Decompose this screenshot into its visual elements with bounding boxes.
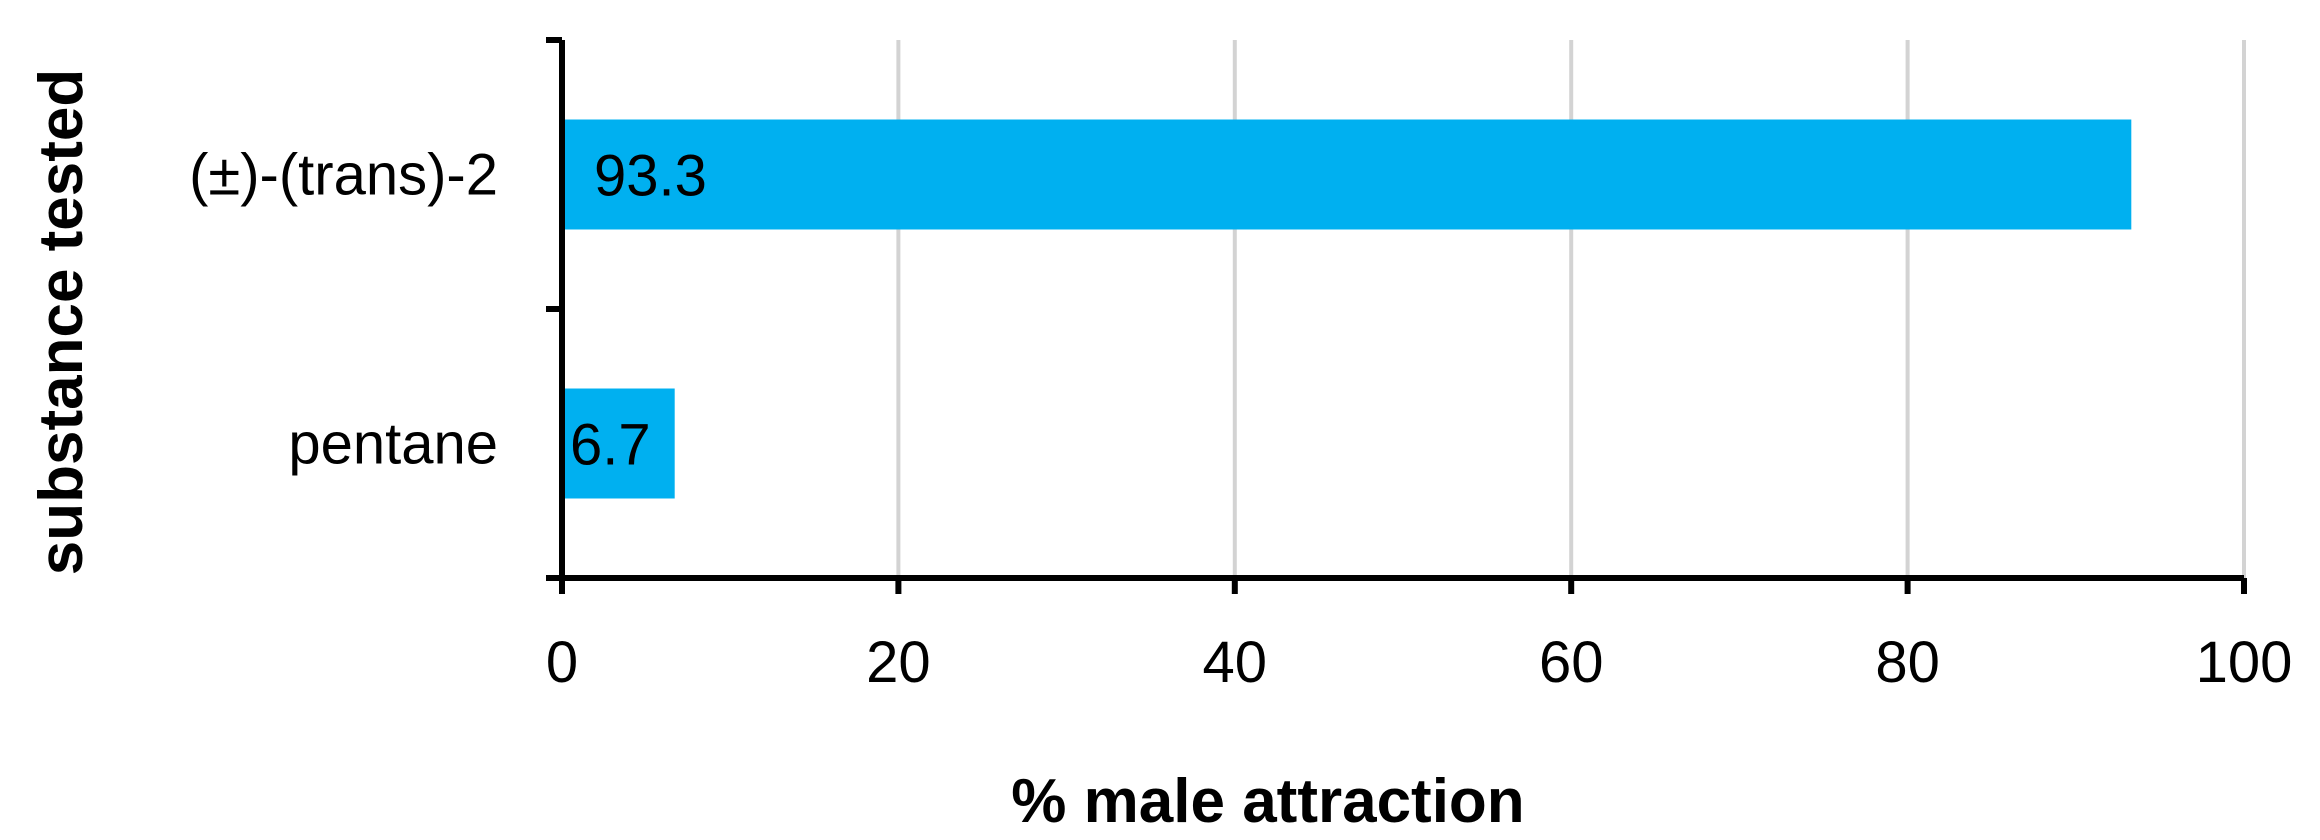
- category-label-0: (±)-(trans)-2: [189, 143, 498, 208]
- data-labels: 93.3 6.7: [570, 144, 707, 478]
- data-label-0: 93.3: [594, 144, 707, 209]
- x-tick-label-100: 100: [2196, 630, 2293, 695]
- x-tick-label-0: 0: [546, 630, 578, 695]
- x-tick-label-80: 80: [1875, 630, 1940, 695]
- bar-1: [562, 388, 675, 499]
- x-axis-ticks: 0 20 40 60 80 100: [546, 578, 2293, 695]
- x-tick-label-40: 40: [1203, 630, 1268, 695]
- axes: [546, 37, 2244, 581]
- y-axis-title: substance tested: [27, 69, 96, 576]
- category-label-1: pentane: [288, 412, 498, 477]
- y-axis-categories: (±)-(trans)-2 pentane: [189, 143, 498, 477]
- data-label-1: 6.7: [570, 413, 651, 478]
- bar-0: [562, 119, 2132, 230]
- bars: [562, 119, 2132, 499]
- x-tick-label-60: 60: [1539, 630, 1604, 695]
- x-axis-title: % male attraction: [1011, 767, 1524, 836]
- x-tick-label-20: 20: [866, 630, 931, 695]
